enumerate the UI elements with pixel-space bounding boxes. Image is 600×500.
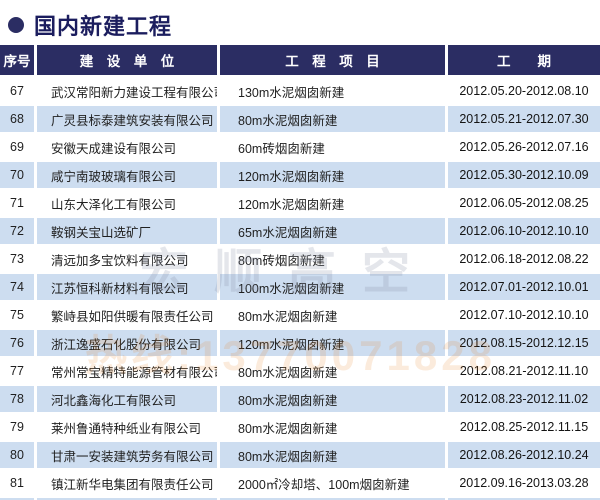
cell-project: 80m水泥烟囱新建	[220, 442, 448, 468]
cell-no: 74	[0, 274, 37, 300]
table-row: 72 鞍钢关宝山选矿厂 65m水泥烟囱新建 2012.06.10-2012.10…	[0, 218, 600, 244]
cell-project: 120m水泥烟囱新建	[220, 162, 448, 188]
table-row: 68 广灵县标泰建筑安装有限公司 80m水泥烟囱新建 2012.05.21-20…	[0, 106, 600, 132]
cell-company: 莱州鲁通特种纸业有限公司	[37, 414, 220, 440]
table-row: 81 镇江新华电集团有限责任公司 2000㎡冷却塔、100m烟囱新建 2012.…	[0, 470, 600, 496]
cell-project: 120m水泥烟囱新建	[220, 330, 448, 356]
cell-company: 广灵县标泰建筑安装有限公司	[37, 106, 220, 132]
cell-no: 81	[0, 470, 37, 496]
cell-company: 山东大泽化工有限公司	[37, 190, 220, 216]
table-row: 80 甘肃一安装建筑劳务有限公司 80m水泥烟囱新建 2012.08.26-20…	[0, 442, 600, 468]
cell-project: 60m砖烟囱新建	[220, 134, 448, 160]
table-row: 79 莱州鲁通特种纸业有限公司 80m水泥烟囱新建 2012.08.25-201…	[0, 414, 600, 440]
bullet-icon	[8, 17, 24, 33]
cell-no: 76	[0, 330, 37, 356]
cell-no: 80	[0, 442, 37, 468]
cell-project: 80m水泥烟囱新建	[220, 302, 448, 328]
cell-period: 2012.05.21-2012.07.30	[448, 106, 600, 132]
header-company: 建 设 单 位	[37, 45, 220, 75]
table-row: 67 武汉常阳新力建设工程有限公司 130m水泥烟囱新建 2012.05.20-…	[0, 78, 600, 104]
table-row: 74 江苏恒科新材料有限公司 100m水泥烟囱新建 2012.07.01-201…	[0, 274, 600, 300]
table-row: 69 安徽天成建设有限公司 60m砖烟囱新建 2012.05.26-2012.0…	[0, 134, 600, 160]
cell-company: 武汉常阳新力建设工程有限公司	[37, 78, 220, 104]
cell-project: 80m水泥烟囱新建	[220, 106, 448, 132]
cell-no: 79	[0, 414, 37, 440]
cell-company: 河北鑫海化工有限公司	[37, 386, 220, 412]
cell-period: 2012.05.26-2012.07.16	[459, 140, 589, 154]
cell-no: 68	[0, 106, 37, 132]
cell-no: 69	[0, 134, 37, 160]
cell-company: 咸宁南玻玻璃有限公司	[37, 162, 220, 188]
cell-no: 77	[0, 358, 37, 384]
header-no: 序号	[0, 45, 37, 75]
cell-company: 甘肃一安装建筑劳务有限公司	[37, 442, 220, 468]
cell-project: 2000㎡冷却塔、100m烟囱新建	[220, 470, 448, 496]
cell-project: 80m砖烟囱新建	[220, 246, 448, 272]
cell-period: 2012.06.05-2012.08.25	[459, 196, 589, 210]
cell-period: 2012.05.30-2012.10.09	[448, 162, 600, 188]
header-period: 工 期	[448, 45, 600, 75]
cell-period: 2012.07.10-2012.10.10	[459, 308, 589, 322]
cell-company: 繁峙县如阳供暖有限责任公司	[37, 302, 220, 328]
cell-project: 80m水泥烟囱新建	[220, 386, 448, 412]
table-row: 75 繁峙县如阳供暖有限责任公司 80m水泥烟囱新建 2012.07.10-20…	[0, 302, 600, 328]
page-title: 国内新建工程	[0, 0, 600, 42]
page-title-text: 国内新建工程	[34, 14, 173, 39]
cell-no: 70	[0, 162, 37, 188]
cell-project: 65m水泥烟囱新建	[220, 218, 448, 244]
projects-table: 序号 建 设 单 位 工 程 项 目 工 期 67 武汉常阳新力建设工程有限公司…	[0, 45, 600, 500]
table-row: 76 浙江逸盛石化股份有限公司 120m水泥烟囱新建 2012.08.15-20…	[0, 330, 600, 356]
table-row: 77 常州常宝精特能源管材有限公司 80m水泥烟囱新建 2012.08.21-2…	[0, 358, 600, 384]
table-body: 67 武汉常阳新力建设工程有限公司 130m水泥烟囱新建 2012.05.20-…	[0, 78, 600, 496]
cell-period: 2012.08.25-2012.11.15	[459, 420, 589, 434]
cell-project: 130m水泥烟囱新建	[220, 78, 448, 104]
cell-period: 2012.08.15-2012.12.15	[448, 330, 600, 356]
cell-project: 80m水泥烟囱新建	[220, 414, 448, 440]
cell-period: 2012.07.01-2012.10.01	[448, 274, 600, 300]
cell-company: 浙江逸盛石化股份有限公司	[37, 330, 220, 356]
table-row: 73 清远加多宝饮料有限公司 80m砖烟囱新建 2012.06.18-2012.…	[0, 246, 600, 272]
cell-period: 2012.09.16-2013.03.28	[459, 476, 589, 490]
header-project: 工 程 项 目	[220, 45, 448, 75]
table-row: 71 山东大泽化工有限公司 120m水泥烟囱新建 2012.06.05-2012…	[0, 190, 600, 216]
cell-company: 清远加多宝饮料有限公司	[37, 246, 220, 272]
cell-company: 常州常宝精特能源管材有限公司	[37, 358, 220, 384]
table-row-cutoff	[0, 498, 600, 500]
cell-project: 100m水泥烟囱新建	[220, 274, 448, 300]
table-row: 70 咸宁南玻玻璃有限公司 120m水泥烟囱新建 2012.05.30-2012…	[0, 162, 600, 188]
cell-company: 镇江新华电集团有限责任公司	[37, 470, 220, 496]
table-row: 78 河北鑫海化工有限公司 80m水泥烟囱新建 2012.08.23-2012.…	[0, 386, 600, 412]
cell-project: 80m水泥烟囱新建	[220, 358, 448, 384]
cell-company: 江苏恒科新材料有限公司	[37, 274, 220, 300]
cell-company: 安徽天成建设有限公司	[37, 134, 220, 160]
table-header: 序号 建 设 单 位 工 程 项 目 工 期	[0, 45, 600, 75]
cell-period: 2012.06.18-2012.08.22	[459, 252, 589, 266]
cell-company: 鞍钢关宝山选矿厂	[37, 218, 220, 244]
cell-no: 73	[0, 246, 37, 272]
cell-no: 75	[0, 302, 37, 328]
cell-period: 2012.08.21-2012.11.10	[459, 364, 589, 378]
cell-period: 2012.08.23-2012.11.02	[448, 386, 600, 412]
cell-no: 71	[0, 190, 37, 216]
cell-no: 72	[0, 218, 37, 244]
cell-no: 78	[0, 386, 37, 412]
cell-period: 2012.08.26-2012.10.24	[448, 442, 600, 468]
cell-no: 67	[0, 78, 37, 104]
cell-project: 120m水泥烟囱新建	[220, 190, 448, 216]
cell-period: 2012.05.20-2012.08.10	[459, 84, 589, 98]
cell-period: 2012.06.10-2012.10.10	[448, 218, 600, 244]
